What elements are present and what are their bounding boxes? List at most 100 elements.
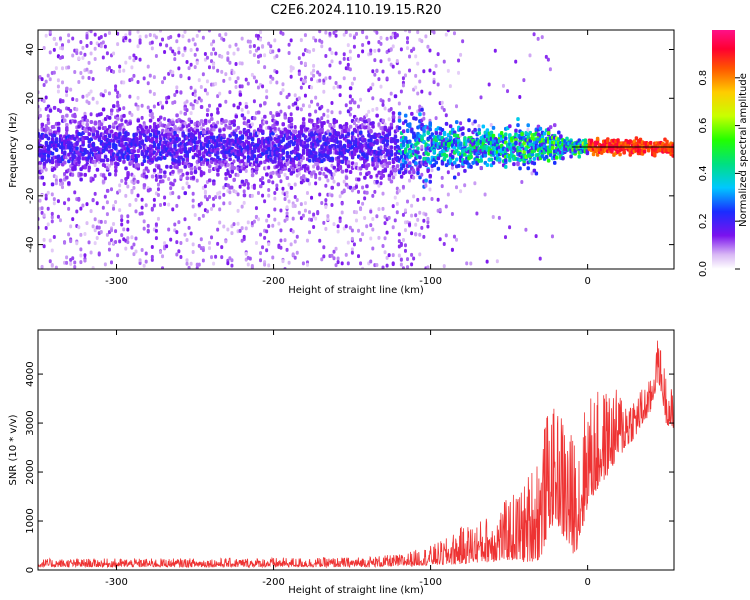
heatmap-cell [285,193,289,198]
heatmap-cell [446,170,450,175]
heatmap-cell [436,52,440,57]
heatmap-cell [42,181,46,186]
heatmap-cell [316,165,320,170]
heatmap-cell [193,42,197,47]
heatmap-cell [158,42,162,47]
heatmap-cell [252,149,257,154]
heatmap-cell [161,254,165,259]
heatmap-cell [240,226,244,231]
heatmap-cell [114,165,118,170]
heatmap-cell [308,158,312,163]
heatmap-cell [285,151,290,156]
heatmap-cell [328,31,332,36]
heatmap-cell [187,225,191,230]
heatmap-cell [105,188,110,193]
heatmap-cell [89,250,93,255]
heatmap-cell [130,113,134,118]
heatmap-cell [273,159,277,164]
heatmap-cell [308,137,312,142]
heatmap-cell [134,249,138,254]
heatmap-cell [205,108,210,113]
heatmap-cell [391,64,395,69]
heatmap-cell [357,199,361,204]
heatmap-cell [246,220,250,225]
heatmap-cell [50,192,54,197]
heatmap-cell [256,190,260,195]
heatmap-cell [240,61,244,66]
heatmap-cell [222,201,226,206]
heatmap-cell [334,80,338,85]
heatmap-cell [46,126,50,131]
heatmap-cell [91,142,96,147]
heatmap-cell [85,67,89,72]
heatmap-cell [279,228,283,233]
heatmap-cell [305,178,310,183]
heatmap-cell [60,80,64,85]
heatmap-cell [371,69,375,74]
heatmap-cell [99,219,103,224]
heatmap-cell [118,64,122,69]
heatmap-cell [548,67,552,72]
heatmap-cell [107,115,112,120]
heatmap-cell [254,241,258,246]
heatmap-cell [83,232,87,237]
heatmap-cell [371,96,375,101]
heatmap-cell [54,42,58,47]
heatmap-cell [238,184,242,189]
heatmap-cell [308,49,312,54]
heatmap-cell [46,190,50,195]
heatmap-cell [312,147,316,152]
heatmap-cell [436,166,441,171]
heatmap-cell [83,172,87,177]
heatmap-cell [205,209,209,214]
heatmap-cell [118,126,122,131]
heatmap-cell [287,135,292,140]
heatmap-cell [42,213,46,218]
heatmap-cell [83,258,87,263]
heatmap-cell [544,154,549,159]
heatmap-cell [171,190,175,195]
heatmap-cell [342,144,347,149]
heatmap-cell [442,59,446,64]
heatmap-cell [259,30,263,35]
heatmap-cell [232,119,236,124]
heatmap-cell [175,113,179,118]
heatmap-cell [359,171,363,176]
heatmap-cell [285,211,289,216]
heatmap-cell [95,201,99,206]
heatmap-cell [169,186,173,191]
heatmap-cell [148,89,152,94]
heatmap-cell [212,127,216,132]
heatmap-cell [391,204,395,209]
heatmap-cell [491,160,496,165]
heatmap-cell [201,72,205,77]
heatmap-cell [312,170,316,175]
heatmap-cell [99,112,103,117]
heatmap-cell [222,37,226,42]
heatmap-cell [377,207,381,212]
heatmap-cell [181,53,185,58]
heatmap-cell [361,185,365,190]
heatmap-cell [148,118,153,123]
heatmap-cell [399,47,403,52]
heatmap-cell [44,167,48,172]
heatmap-cell [240,135,245,140]
heatmap-cell [175,89,179,94]
heatmap-cell [65,113,69,118]
heatmap-cell [332,249,336,254]
heatmap-cell [71,53,75,58]
heatmap-cell [65,175,69,180]
heatmap-cell [136,163,141,168]
heatmap-cell [224,239,228,244]
heatmap-cell [391,114,396,119]
heatmap-cell [240,36,244,41]
heatmap-cell [352,35,356,40]
heatmap-cell [154,236,158,241]
heatmap-cell [399,174,404,179]
heatmap-cell [269,80,273,85]
heatmap-cell [401,83,405,88]
heatmap-cell [44,226,48,231]
heatmap-cell [493,48,497,53]
heatmap-cell [71,217,75,222]
heatmap-cell [67,181,71,186]
